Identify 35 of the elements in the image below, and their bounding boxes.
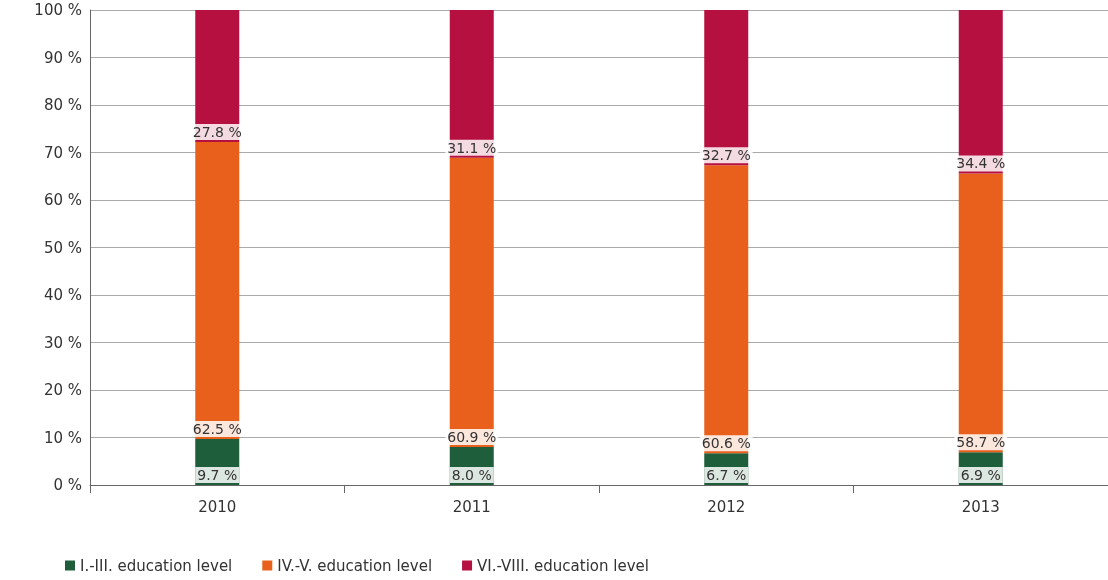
y-tick-label: 10 % bbox=[43, 428, 82, 447]
data-label: 34.4 % bbox=[956, 155, 1006, 172]
x-tick-label: 2011 bbox=[452, 497, 491, 516]
legend-label: I.-III. education level bbox=[80, 556, 233, 575]
y-tick-label: 0 % bbox=[53, 476, 82, 494]
data-label: 6.9 % bbox=[960, 467, 1001, 483]
bar bbox=[449, 157, 494, 447]
data-label: 62.5 % bbox=[192, 420, 242, 437]
x-tick-label: 2013 bbox=[961, 497, 1000, 516]
bar bbox=[958, 10, 1003, 174]
y-tick-label: 100 % bbox=[34, 1, 82, 19]
data-label: 9.7 % bbox=[197, 467, 238, 483]
data-label: 32.7 % bbox=[701, 147, 751, 164]
x-tick-label: 2012 bbox=[707, 497, 746, 516]
bar bbox=[704, 165, 749, 454]
y-tick-label: 20 % bbox=[43, 381, 82, 399]
x-tick-label: 2010 bbox=[198, 497, 237, 516]
bar bbox=[958, 173, 1003, 453]
data-label: 60.6 % bbox=[701, 435, 751, 452]
legend-label: VI.-VIII. education level bbox=[477, 556, 649, 575]
bar bbox=[195, 142, 240, 439]
data-label: 8.0 % bbox=[451, 467, 492, 483]
y-tick-label: 40 % bbox=[43, 286, 82, 304]
y-tick-label: 90 % bbox=[43, 48, 82, 67]
data-label: 58.7 % bbox=[956, 434, 1006, 451]
y-tick-label: 60 % bbox=[43, 191, 82, 209]
y-tick-label: 70 % bbox=[43, 143, 82, 162]
y-tick-label: 50 % bbox=[43, 238, 82, 257]
data-label: 60.9 % bbox=[447, 429, 497, 445]
y-tick-label: 30 % bbox=[43, 333, 82, 352]
data-label: 6.7 % bbox=[706, 467, 747, 483]
data-label: 31.1 % bbox=[447, 139, 497, 156]
data-label: 27.8 % bbox=[192, 124, 242, 141]
legend-label: IV.-V. education level bbox=[277, 556, 433, 575]
y-tick-label: 80 % bbox=[43, 96, 82, 114]
